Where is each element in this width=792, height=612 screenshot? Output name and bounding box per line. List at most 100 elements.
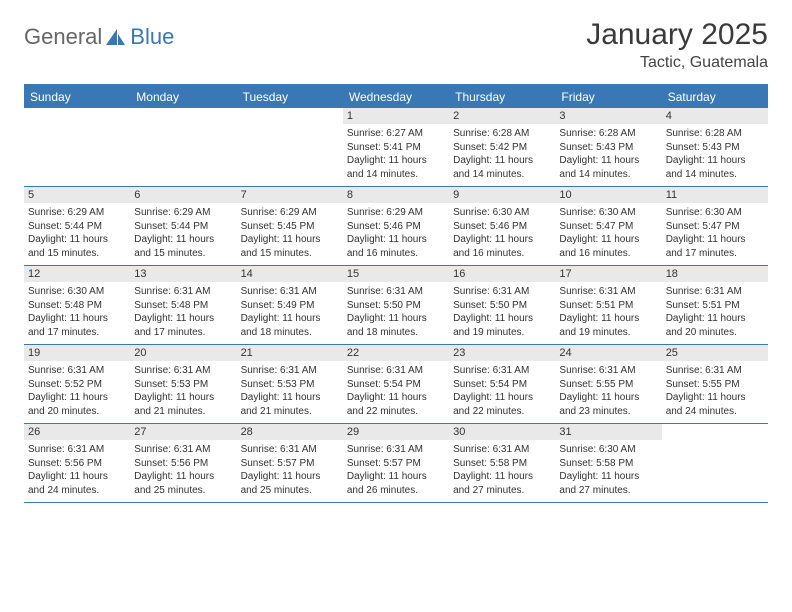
day-number: 7 xyxy=(237,187,343,203)
calendar-day: 16Sunrise: 6:31 AMSunset: 5:50 PMDayligh… xyxy=(449,266,555,344)
weekday-label: Saturday xyxy=(662,86,768,108)
day-info: Sunrise: 6:31 AMSunset: 5:55 PMDaylight:… xyxy=(555,361,661,422)
sunset-text: Sunset: 5:57 PM xyxy=(347,457,445,471)
sunset-text: Sunset: 5:55 PM xyxy=(559,378,657,392)
day-info: Sunrise: 6:30 AMSunset: 5:48 PMDaylight:… xyxy=(24,282,130,343)
day-number: 12 xyxy=(24,266,130,282)
day-info: Sunrise: 6:29 AMSunset: 5:44 PMDaylight:… xyxy=(24,203,130,264)
day-info: Sunrise: 6:31 AMSunset: 5:53 PMDaylight:… xyxy=(237,361,343,422)
weekday-label: Wednesday xyxy=(343,86,449,108)
sunrise-text: Sunrise: 6:31 AM xyxy=(347,364,445,378)
calendar-day: 13Sunrise: 6:31 AMSunset: 5:48 PMDayligh… xyxy=(130,266,236,344)
sunrise-text: Sunrise: 6:31 AM xyxy=(559,285,657,299)
day-number xyxy=(662,424,768,428)
calendar-day: 25Sunrise: 6:31 AMSunset: 5:55 PMDayligh… xyxy=(662,345,768,423)
sunrise-text: Sunrise: 6:31 AM xyxy=(134,443,232,457)
day-info: Sunrise: 6:30 AMSunset: 5:58 PMDaylight:… xyxy=(555,440,661,501)
calendar-day: 28Sunrise: 6:31 AMSunset: 5:57 PMDayligh… xyxy=(237,424,343,502)
daylight-text: Daylight: 11 hours and 14 minutes. xyxy=(347,154,445,181)
sunset-text: Sunset: 5:57 PM xyxy=(241,457,339,471)
sunrise-text: Sunrise: 6:29 AM xyxy=(347,206,445,220)
day-info: Sunrise: 6:31 AMSunset: 5:57 PMDaylight:… xyxy=(343,440,449,501)
calendar-day: 15Sunrise: 6:31 AMSunset: 5:50 PMDayligh… xyxy=(343,266,449,344)
day-info: Sunrise: 6:31 AMSunset: 5:49 PMDaylight:… xyxy=(237,282,343,343)
day-number: 28 xyxy=(237,424,343,440)
daylight-text: Daylight: 11 hours and 17 minutes. xyxy=(28,312,126,339)
day-number: 9 xyxy=(449,187,555,203)
weekday-label: Sunday xyxy=(24,86,130,108)
daylight-text: Daylight: 11 hours and 18 minutes. xyxy=(347,312,445,339)
day-number: 23 xyxy=(449,345,555,361)
calendar-week: 19Sunrise: 6:31 AMSunset: 5:52 PMDayligh… xyxy=(24,345,768,424)
day-number: 27 xyxy=(130,424,236,440)
sunrise-text: Sunrise: 6:31 AM xyxy=(666,364,764,378)
calendar-day xyxy=(130,108,236,186)
calendar-day: 22Sunrise: 6:31 AMSunset: 5:54 PMDayligh… xyxy=(343,345,449,423)
sunset-text: Sunset: 5:56 PM xyxy=(134,457,232,471)
day-number: 4 xyxy=(662,108,768,124)
sunset-text: Sunset: 5:45 PM xyxy=(241,220,339,234)
day-number: 8 xyxy=(343,187,449,203)
day-number: 11 xyxy=(662,187,768,203)
day-info: Sunrise: 6:31 AMSunset: 5:51 PMDaylight:… xyxy=(662,282,768,343)
sunrise-text: Sunrise: 6:28 AM xyxy=(666,127,764,141)
weekday-label: Tuesday xyxy=(237,86,343,108)
calendar-day: 7Sunrise: 6:29 AMSunset: 5:45 PMDaylight… xyxy=(237,187,343,265)
sunrise-text: Sunrise: 6:30 AM xyxy=(453,206,551,220)
calendar-day: 29Sunrise: 6:31 AMSunset: 5:57 PMDayligh… xyxy=(343,424,449,502)
day-info: Sunrise: 6:30 AMSunset: 5:47 PMDaylight:… xyxy=(555,203,661,264)
day-info: Sunrise: 6:29 AMSunset: 5:44 PMDaylight:… xyxy=(130,203,236,264)
day-number: 15 xyxy=(343,266,449,282)
month-title: January 2025 xyxy=(586,18,768,52)
day-number: 30 xyxy=(449,424,555,440)
daylight-text: Daylight: 11 hours and 24 minutes. xyxy=(28,470,126,497)
sunset-text: Sunset: 5:53 PM xyxy=(241,378,339,392)
daylight-text: Daylight: 11 hours and 15 minutes. xyxy=(28,233,126,260)
daylight-text: Daylight: 11 hours and 21 minutes. xyxy=(134,391,232,418)
day-number: 3 xyxy=(555,108,661,124)
day-number: 31 xyxy=(555,424,661,440)
day-number: 5 xyxy=(24,187,130,203)
sunset-text: Sunset: 5:47 PM xyxy=(559,220,657,234)
daylight-text: Daylight: 11 hours and 24 minutes. xyxy=(666,391,764,418)
daylight-text: Daylight: 11 hours and 14 minutes. xyxy=(453,154,551,181)
sunset-text: Sunset: 5:49 PM xyxy=(241,299,339,313)
day-info: Sunrise: 6:27 AMSunset: 5:41 PMDaylight:… xyxy=(343,124,449,185)
calendar-day: 23Sunrise: 6:31 AMSunset: 5:54 PMDayligh… xyxy=(449,345,555,423)
day-info: Sunrise: 6:28 AMSunset: 5:43 PMDaylight:… xyxy=(555,124,661,185)
sunrise-text: Sunrise: 6:31 AM xyxy=(666,285,764,299)
calendar-day xyxy=(662,424,768,502)
daylight-text: Daylight: 11 hours and 17 minutes. xyxy=(666,233,764,260)
calendar-day: 8Sunrise: 6:29 AMSunset: 5:46 PMDaylight… xyxy=(343,187,449,265)
calendar-body: 1Sunrise: 6:27 AMSunset: 5:41 PMDaylight… xyxy=(24,108,768,503)
day-info: Sunrise: 6:29 AMSunset: 5:45 PMDaylight:… xyxy=(237,203,343,264)
daylight-text: Daylight: 11 hours and 16 minutes. xyxy=(453,233,551,260)
day-number: 22 xyxy=(343,345,449,361)
day-number: 2 xyxy=(449,108,555,124)
sunset-text: Sunset: 5:51 PM xyxy=(666,299,764,313)
sunset-text: Sunset: 5:44 PM xyxy=(134,220,232,234)
weekday-label: Thursday xyxy=(449,86,555,108)
day-number: 21 xyxy=(237,345,343,361)
sunrise-text: Sunrise: 6:31 AM xyxy=(453,443,551,457)
sunrise-text: Sunrise: 6:28 AM xyxy=(453,127,551,141)
weekday-label: Friday xyxy=(555,86,661,108)
sunrise-text: Sunrise: 6:31 AM xyxy=(347,285,445,299)
sunset-text: Sunset: 5:48 PM xyxy=(134,299,232,313)
sunset-text: Sunset: 5:55 PM xyxy=(666,378,764,392)
calendar-day: 30Sunrise: 6:31 AMSunset: 5:58 PMDayligh… xyxy=(449,424,555,502)
day-number xyxy=(24,108,130,112)
sunset-text: Sunset: 5:51 PM xyxy=(559,299,657,313)
calendar-day: 18Sunrise: 6:31 AMSunset: 5:51 PMDayligh… xyxy=(662,266,768,344)
calendar-week: 1Sunrise: 6:27 AMSunset: 5:41 PMDaylight… xyxy=(24,108,768,187)
daylight-text: Daylight: 11 hours and 15 minutes. xyxy=(134,233,232,260)
day-info: Sunrise: 6:28 AMSunset: 5:42 PMDaylight:… xyxy=(449,124,555,185)
sunrise-text: Sunrise: 6:31 AM xyxy=(28,364,126,378)
day-info: Sunrise: 6:31 AMSunset: 5:56 PMDaylight:… xyxy=(24,440,130,501)
sunrise-text: Sunrise: 6:29 AM xyxy=(241,206,339,220)
calendar-day: 3Sunrise: 6:28 AMSunset: 5:43 PMDaylight… xyxy=(555,108,661,186)
sunrise-text: Sunrise: 6:30 AM xyxy=(559,443,657,457)
day-info: Sunrise: 6:31 AMSunset: 5:48 PMDaylight:… xyxy=(130,282,236,343)
sunrise-text: Sunrise: 6:31 AM xyxy=(241,443,339,457)
sunrise-text: Sunrise: 6:31 AM xyxy=(241,285,339,299)
